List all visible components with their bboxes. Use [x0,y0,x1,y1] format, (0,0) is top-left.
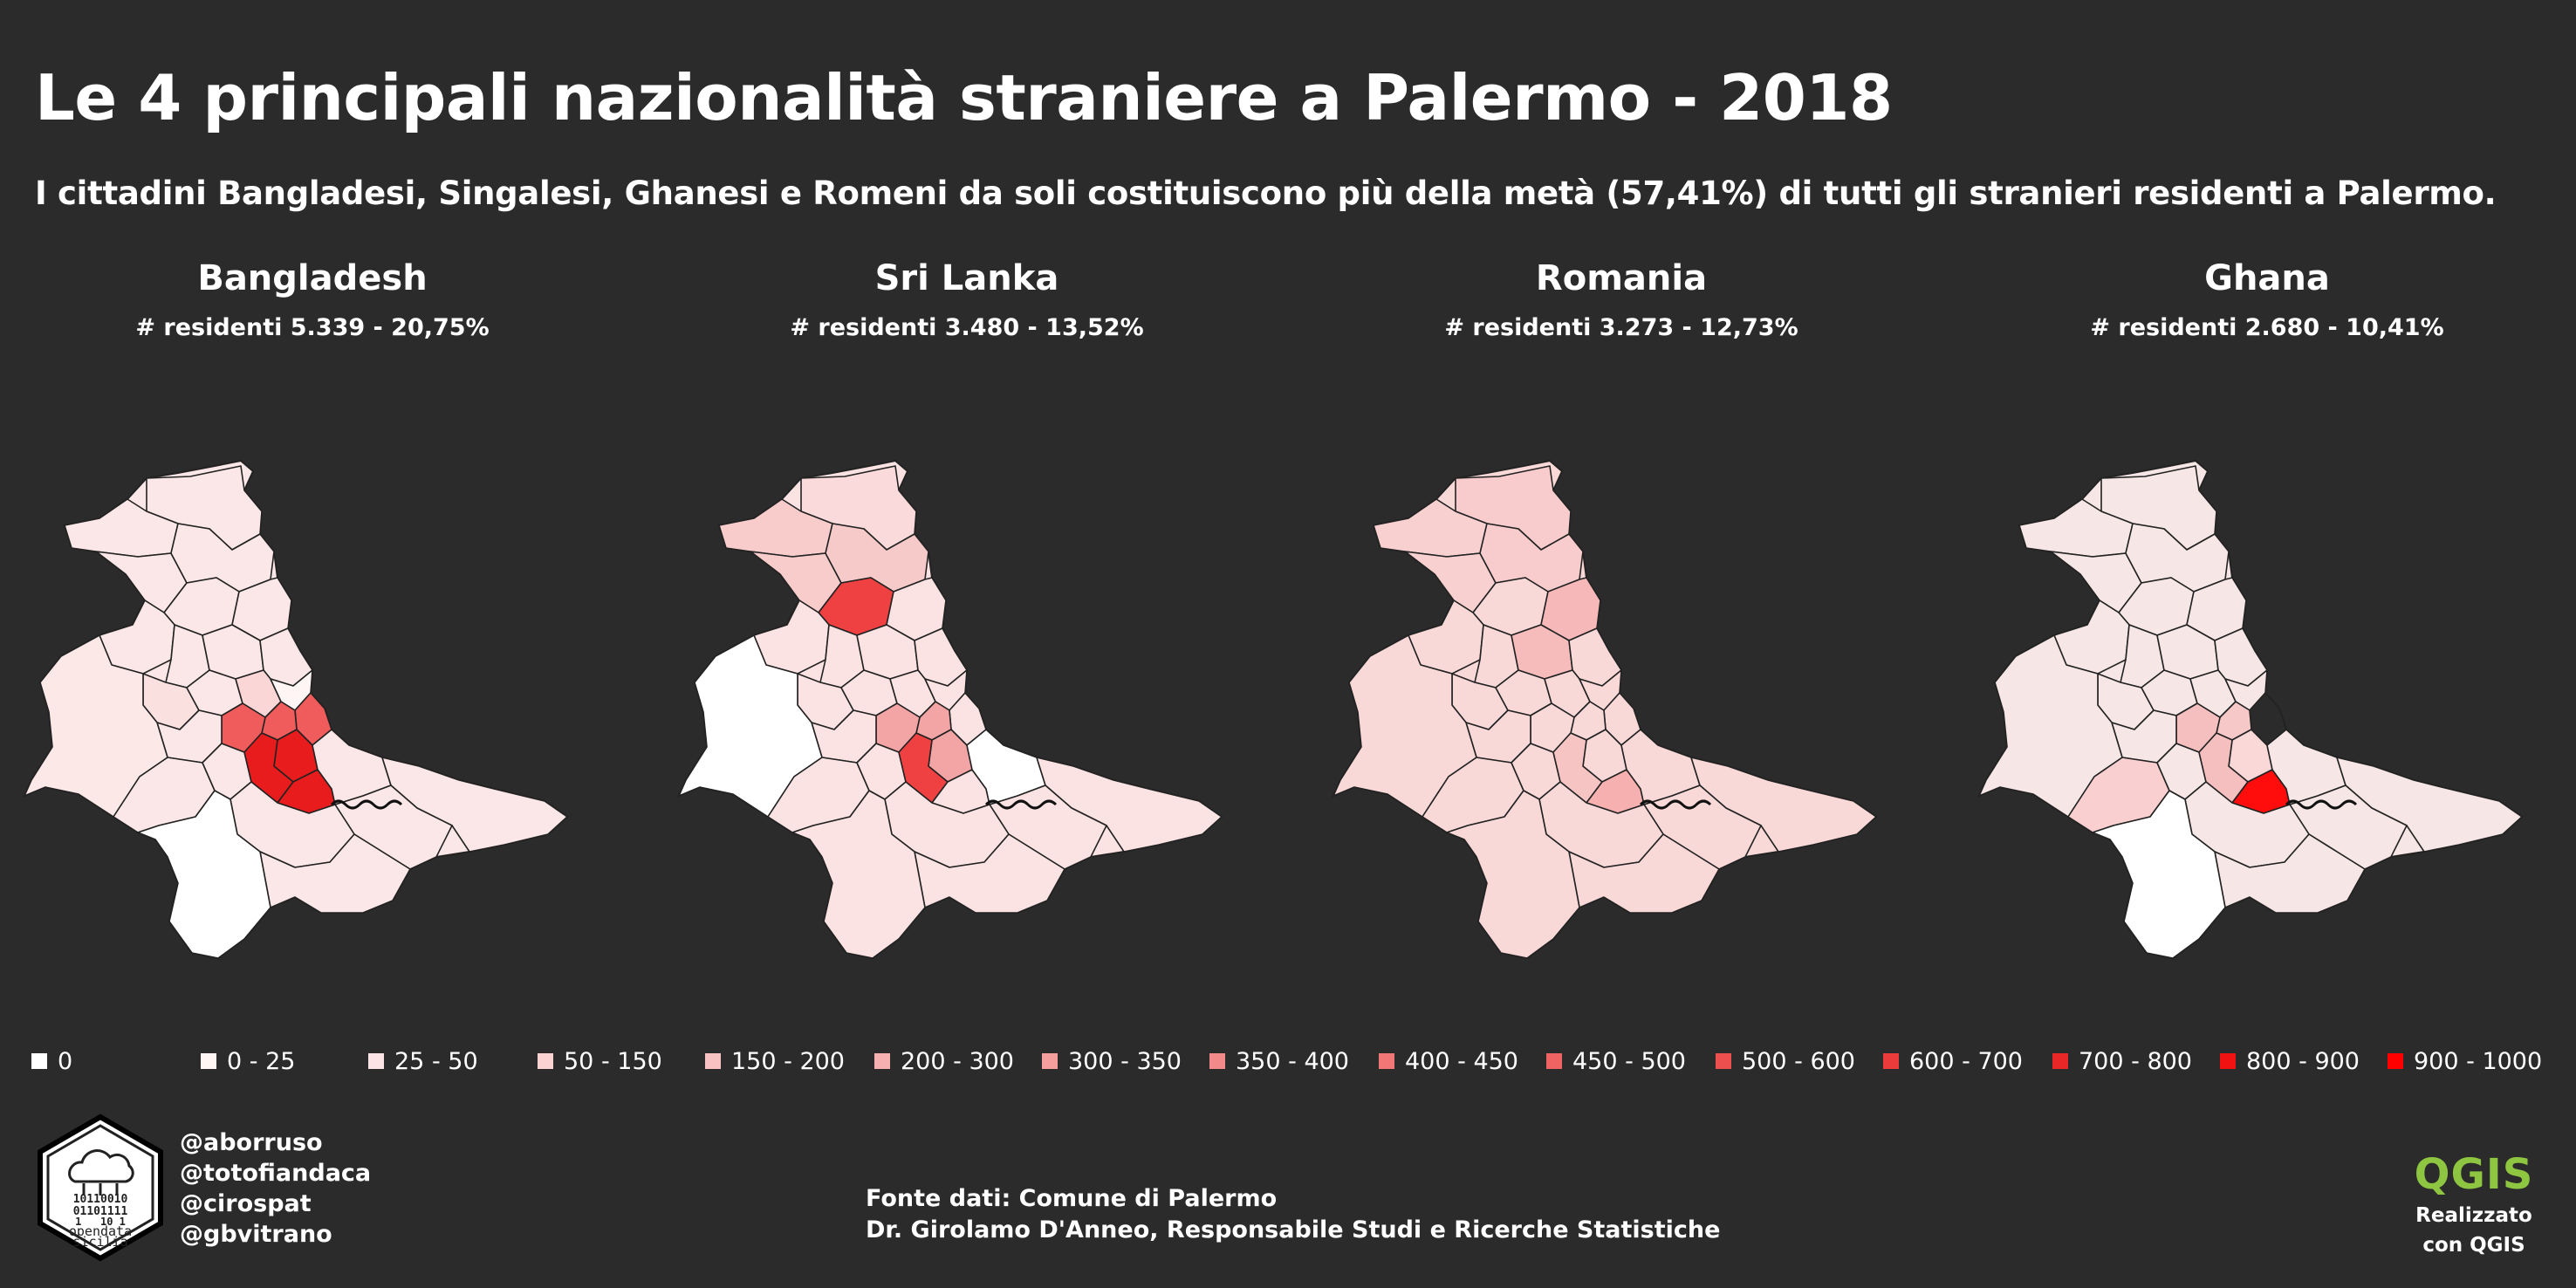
district-chiavelli[interactable] [791,790,926,959]
legend-label: 450 - 500 [1572,1047,1686,1075]
legend-label: 350 - 400 [1236,1047,1349,1075]
oreto-river [2285,799,2358,810]
panel-resident-stat: # residenti 3.480 - 13,52% [790,314,1144,341]
page-subtitle: I cittadini Bangladesi, Singalesi, Ghane… [35,175,2497,212]
author-handle[interactable]: @totofiandaca [180,1160,372,1187]
district-bonagia[interactable] [2214,833,2366,914]
legend-label: 300 - 350 [1068,1047,1182,1075]
panel-resident-stat: # residenti 5.339 - 20,75% [135,314,490,341]
map-panel-bangladesh: Bangladesh # residenti 5.339 - 20,75% [16,258,609,1009]
legend-item: 300 - 350 [1042,1044,1182,1079]
legend-label: 25 - 50 [394,1047,478,1075]
legend-swatch [2388,1053,2403,1069]
palermo-map-sri-lanka [677,459,1223,960]
legend-swatch [874,1053,890,1069]
legend-item: 25 - 50 [368,1044,478,1079]
page-title: Le 4 principali nazionalità straniere a … [35,61,1893,134]
legend-swatch [31,1053,47,1069]
legend-swatch [705,1053,721,1069]
panel-country-label: Bangladesh [197,258,428,298]
oreto-river [330,799,403,810]
legend-label: 700 - 800 [2079,1047,2192,1075]
legend-label: 500 - 600 [1742,1047,1855,1075]
legend-label: 900 - 1000 [2414,1047,2543,1075]
legend-swatch [368,1053,384,1069]
panel-resident-stat: # residenti 2.680 - 10,41% [2090,314,2444,341]
logo-binary-line: 01101111 [73,1205,128,1218]
legend-item: 500 - 600 [1716,1044,1855,1079]
legend-label: 0 [58,1047,73,1075]
qgis-credit-line: Realizzato [2415,1204,2532,1227]
qgis-credit: QGIS Realizzato con QGIS [2391,1150,2557,1258]
opendata-sicilia-logo: 10110010 01101111 1 10 1 opendata sicili… [35,1113,166,1265]
legend-item: 450 - 500 [1546,1044,1686,1079]
legend-label: 800 - 900 [2246,1047,2360,1075]
oreto-river [1639,799,1712,810]
panel-country-label: Ghana [2204,258,2330,298]
logo-binary-line: 10110010 [73,1193,128,1206]
legend-label: 0 - 25 [227,1047,296,1075]
legend-item: 600 - 700 [1883,1044,2023,1079]
legend-swatch [1042,1053,1058,1069]
legend-item: 700 - 800 [2052,1044,2192,1079]
logo-binary-line: 1 10 1 [75,1216,126,1228]
source-line: Fonte dati: Comune di Palermo [866,1185,1278,1212]
author-handle[interactable]: @aborruso [180,1129,323,1156]
legend-item: 900 - 1000 [2388,1044,2542,1079]
district-bonagia[interactable] [259,833,411,914]
panel-country-label: Romania [1535,258,1708,298]
map-panel-ghana: Ghana # residenti 2.680 - 10,41% [1970,258,2564,1009]
legend-item: 200 - 300 [874,1044,1014,1079]
legend-item: 350 - 400 [1209,1044,1349,1079]
palermo-map-bangladesh [23,459,569,960]
palermo-map-ghana [1977,459,2524,960]
district-bonagia[interactable] [914,833,1065,914]
logo-wordmark: sicilia [72,1234,127,1250]
panel-resident-stat: # residenti 3.273 - 12,73% [1444,314,1798,341]
map-panel-sri-lanka: Sri Lanka # residenti 3.480 - 13,52% [670,258,1264,1009]
legend-item: 150 - 200 [705,1044,845,1079]
district-chiavelli[interactable] [2092,790,2226,959]
legend-label: 400 - 450 [1405,1047,1518,1075]
palermo-map-romania [1332,459,1878,960]
author-handles: @aborruso @totofiandaca @cirospat @gbvit… [180,1127,371,1250]
legend-item: 800 - 900 [2220,1044,2360,1079]
source-line: Dr. Girolamo D'Anneo, Responsabile Studi… [866,1216,1721,1243]
qgis-credit-line: con QGIS [2422,1234,2525,1257]
district-chiavelli[interactable] [137,790,271,959]
legend-swatch [1379,1053,1394,1069]
map-panel-romania: Romania # residenti 3.273 - 12,73% [1325,258,1918,1009]
author-handle[interactable]: @gbvitrano [180,1221,332,1248]
qgis-logo: QGIS [2414,1150,2534,1199]
legend-item: 400 - 450 [1379,1044,1518,1079]
data-source: Fonte dati: Comune di Palermo Dr. Girola… [866,1183,1720,1246]
legend-label: 600 - 700 [1909,1047,2023,1075]
panel-country-label: Sri Lanka [874,258,1059,298]
legend-item: 50 - 150 [538,1044,662,1079]
legend-swatch [201,1053,216,1069]
legend-swatch [1883,1053,1899,1069]
district-chiavelli[interactable] [1446,790,1580,959]
legend-swatch [1209,1053,1225,1069]
legend-item: 0 [31,1044,72,1079]
oreto-river [984,799,1058,810]
legend-swatch [1546,1053,1562,1069]
district-bonagia[interactable] [1568,833,1720,914]
legend-swatch [1716,1053,1731,1069]
author-handle[interactable]: @cirospat [180,1190,312,1217]
logo-wordmark: opendata [69,1223,132,1239]
legend-label: 200 - 300 [901,1047,1014,1075]
legend-label: 50 - 150 [564,1047,662,1075]
map-legend: 0 0 - 25 25 - 50 50 - 150 150 - 200 200 … [31,1044,2562,1079]
legend-swatch [2052,1053,2068,1069]
legend-swatch [538,1053,553,1069]
legend-swatch [2220,1053,2236,1069]
legend-item: 0 - 25 [201,1044,295,1079]
legend-label: 150 - 200 [731,1047,845,1075]
